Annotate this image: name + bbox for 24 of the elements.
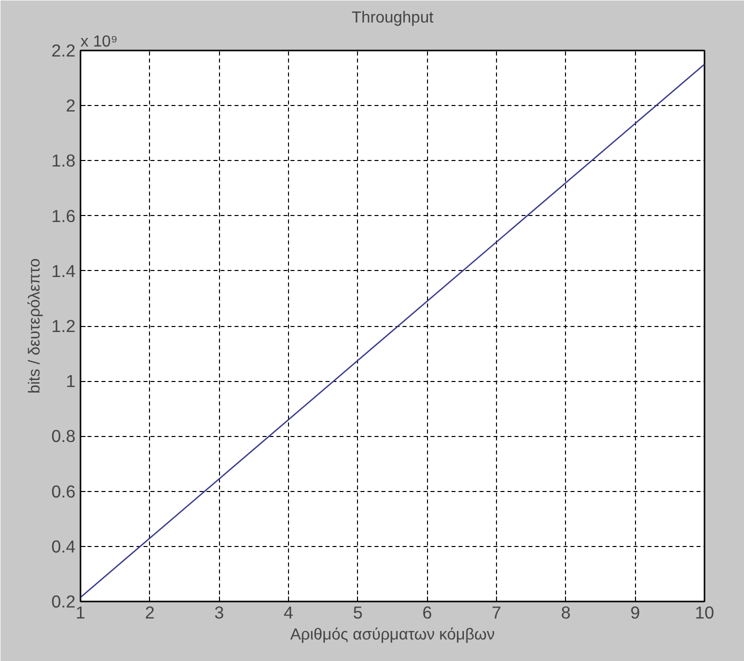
y-tick-label: 1 xyxy=(66,371,76,392)
x-tick-label: 7 xyxy=(492,602,502,622)
y-tick-label: 2.2 xyxy=(51,40,76,60)
y-tick-label: 0.6 xyxy=(51,481,76,502)
y-tick-label: 1.4 xyxy=(51,260,76,281)
x-tick-label: 2 xyxy=(145,602,155,622)
y-axis-title: bits / δευτερόλεπτο xyxy=(26,258,44,394)
y-tick-label: 0.8 xyxy=(51,426,76,446)
y-tick-label: 1.2 xyxy=(51,316,76,336)
annotation: x 10⁹ xyxy=(80,34,118,50)
y-tick-label: 1.6 xyxy=(51,206,76,226)
x-tick-label: 5 xyxy=(353,602,363,622)
x-tick-label: 9 xyxy=(630,602,640,622)
y-tick-label: 0.4 xyxy=(51,536,76,556)
x-tick-label: 4 xyxy=(284,602,294,622)
y-tick-label: 0.2 xyxy=(51,592,76,612)
x-axis-title: Αριθμός ασύρματων κόμβων xyxy=(290,626,495,644)
y-tick-label: 1.8 xyxy=(51,150,76,171)
x-tick-label: 8 xyxy=(561,602,571,622)
x-tick-label: 10 xyxy=(694,602,714,622)
chart-title: Throughput xyxy=(352,10,434,26)
y-tick-label: 2 xyxy=(66,96,76,116)
x-tick-label: 3 xyxy=(214,602,224,622)
x-tick-label: 6 xyxy=(422,602,432,622)
